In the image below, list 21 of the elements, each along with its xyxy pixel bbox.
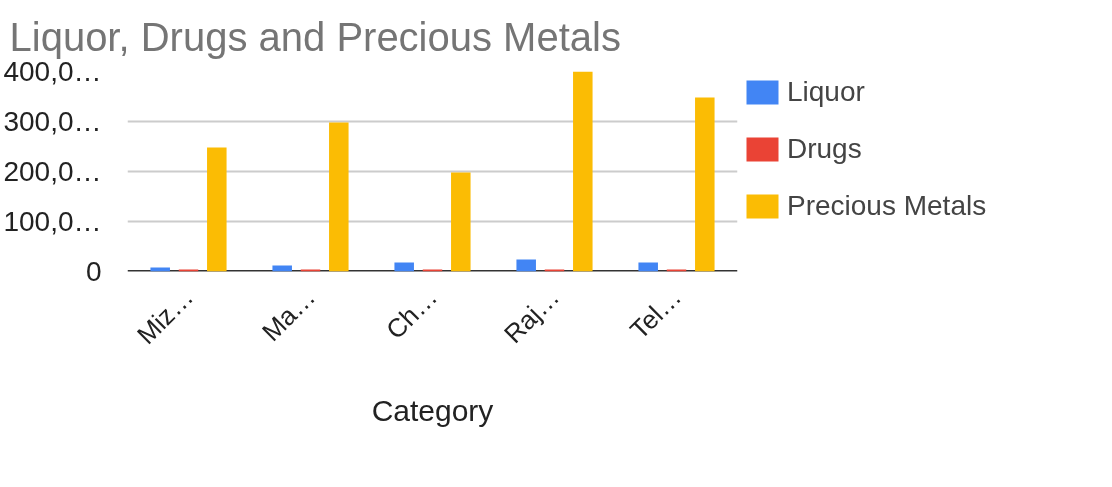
x-tick-label: Ch… <box>380 281 444 345</box>
text: 200,0… <box>3 156 102 187</box>
bar <box>695 97 715 272</box>
bar <box>329 122 349 272</box>
text: 300,0… <box>3 106 102 137</box>
bar <box>451 172 471 272</box>
bar <box>394 262 414 272</box>
chart-title: Liquor, Drugs and Precious Metals <box>9 15 621 59</box>
x-tick-label: Ma… <box>255 281 322 348</box>
bar <box>573 71 593 272</box>
x-tick-label: Tel… <box>624 281 688 345</box>
legend-label: Liquor <box>787 76 865 108</box>
bar <box>638 262 658 272</box>
bar <box>207 147 227 272</box>
legend-label: Precious Metals <box>787 190 987 222</box>
text: 0 <box>85 256 102 287</box>
text: 100,0… <box>3 206 102 237</box>
x-axis-title: Category <box>371 393 494 427</box>
x-tick-label: Raj… <box>497 281 566 350</box>
legend-label: Drugs <box>787 133 862 165</box>
bar <box>516 259 536 272</box>
